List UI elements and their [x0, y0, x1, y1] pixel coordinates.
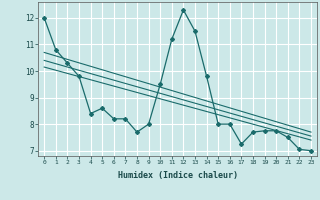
X-axis label: Humidex (Indice chaleur): Humidex (Indice chaleur)	[118, 171, 238, 180]
